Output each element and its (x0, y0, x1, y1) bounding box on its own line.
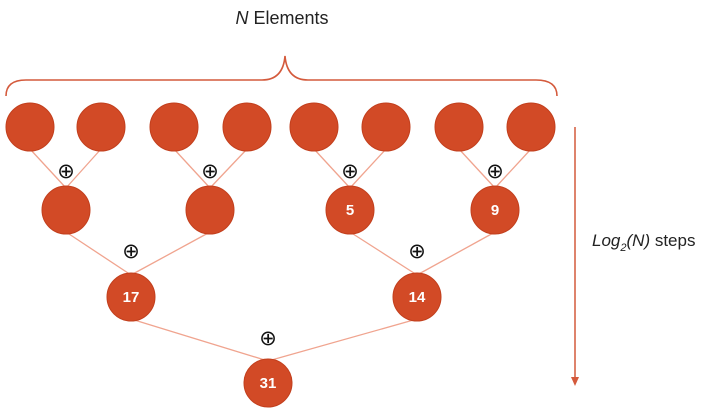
tree-node-level-1-2 (325, 185, 375, 235)
xor-operator-icon: ⊕ (259, 326, 277, 350)
tree-node-level-0-2 (149, 102, 199, 152)
tree-edge (349, 231, 418, 276)
tree-edge (65, 231, 132, 276)
steps-log: Log (592, 231, 621, 250)
tree-node-level-0-0 (5, 102, 55, 152)
node-value-label: 9 (491, 202, 499, 219)
tree-edge (209, 148, 248, 189)
tree-edges (29, 148, 532, 362)
tree-edge (130, 231, 211, 276)
steps-log-arg: (N) (627, 231, 651, 250)
tree-edge (130, 318, 269, 362)
curly-brace (5, 55, 558, 97)
tree-node-level-3-0 (243, 358, 293, 408)
tree-edge (313, 148, 351, 189)
tree-edge (29, 148, 67, 189)
tree-edge (173, 148, 211, 189)
tree-node-level-2-1 (392, 272, 442, 322)
tree-node-level-2-0 (106, 272, 156, 322)
tree-node-level-0-5 (361, 102, 411, 152)
xor-operator-icon: ⊕ (486, 159, 504, 183)
tree-edge (65, 148, 102, 189)
xor-operator-icon: ⊕ (201, 159, 219, 183)
xor-operator-icon: ⊕ (341, 159, 359, 183)
title-variable: N (235, 8, 249, 28)
tree-node-level-0-1 (76, 102, 126, 152)
title-text: Elements (248, 8, 328, 28)
tree-node-level-1-3 (470, 185, 520, 235)
tree-node-level-0-3 (222, 102, 272, 152)
tree-edge (416, 231, 496, 276)
tree-node-level-0-7 (506, 102, 556, 152)
node-value-label: 5 (346, 202, 354, 219)
node-value-label: 31 (260, 375, 277, 392)
tree-edge (267, 318, 418, 362)
steps-label: Log2(N) steps (592, 231, 695, 254)
tree-edge (494, 148, 532, 189)
tree-node-level-1-0 (41, 185, 91, 235)
node-value-label: 17 (123, 289, 140, 306)
operator-symbols: ⊕ ⊕ ⊕ ⊕ ⊕ ⊕ ⊕ (57, 159, 504, 350)
diagram-title: N Elements (235, 8, 328, 28)
tree-edge (349, 148, 387, 189)
steps-log-base: 2 (619, 242, 626, 254)
steps-arrow-head (571, 377, 579, 386)
xor-operator-icon: ⊕ (122, 239, 140, 263)
xor-operator-icon: ⊕ (57, 159, 75, 183)
node-value-label: 14 (409, 289, 426, 306)
tree-node-level-0-6 (434, 102, 484, 152)
tree-nodes: 5 9 17 14 31 (5, 102, 556, 408)
tree-edge (458, 148, 496, 189)
tree-node-level-0-4 (289, 102, 339, 152)
tree-node-level-1-1 (185, 185, 235, 235)
xor-operator-icon: ⊕ (408, 239, 426, 263)
steps-text: steps (650, 231, 695, 250)
